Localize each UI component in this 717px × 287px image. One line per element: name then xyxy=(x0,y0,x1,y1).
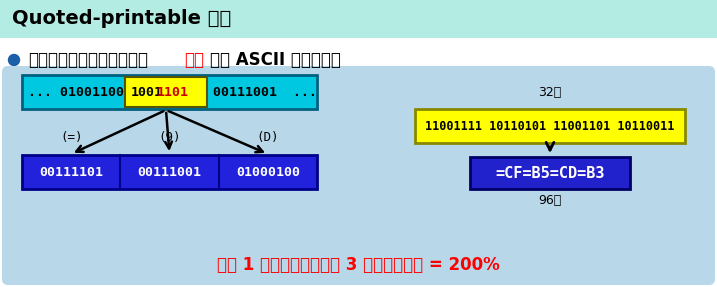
Text: 少量: 少量 xyxy=(184,51,204,69)
Bar xyxy=(0,0,717,38)
Circle shape xyxy=(9,55,19,65)
Text: ... 01001100: ... 01001100 xyxy=(28,86,124,98)
Text: (=): (=) xyxy=(60,131,82,144)
Bar xyxy=(415,109,685,143)
Text: 00111001  ...: 00111001 ... xyxy=(213,86,317,98)
Text: 的非 ASCII 码的情况。: 的非 ASCII 码的情况。 xyxy=(210,51,341,69)
Text: 96位: 96位 xyxy=(538,195,561,208)
Text: (D): (D) xyxy=(257,131,279,144)
Text: Quoted-printable 编码: Quoted-printable 编码 xyxy=(12,9,232,28)
Text: =CF=B5=CD=B3: =CF=B5=CD=B3 xyxy=(495,166,604,181)
Bar xyxy=(470,157,630,189)
Text: 1101: 1101 xyxy=(157,86,189,98)
Text: (9): (9) xyxy=(158,131,181,144)
Text: 11001111 10110101 11001101 10110011: 11001111 10110101 11001101 10110011 xyxy=(425,119,675,133)
Text: 32位: 32位 xyxy=(538,86,561,98)
FancyBboxPatch shape xyxy=(2,66,715,285)
Text: 原来 1 个字节，现在需要 3 个字节，开销 = 200%: 原来 1 个字节，现在需要 3 个字节，开销 = 200% xyxy=(217,256,500,274)
Bar xyxy=(22,75,317,109)
Text: 00111001: 00111001 xyxy=(138,166,201,179)
Bar xyxy=(22,155,317,189)
Text: 适用于所传送的数据中只有: 适用于所传送的数据中只有 xyxy=(28,51,148,69)
Text: 00111101: 00111101 xyxy=(39,166,103,179)
Text: 01000100: 01000100 xyxy=(236,166,300,179)
Text: 1001: 1001 xyxy=(131,86,163,98)
Bar xyxy=(125,77,207,107)
